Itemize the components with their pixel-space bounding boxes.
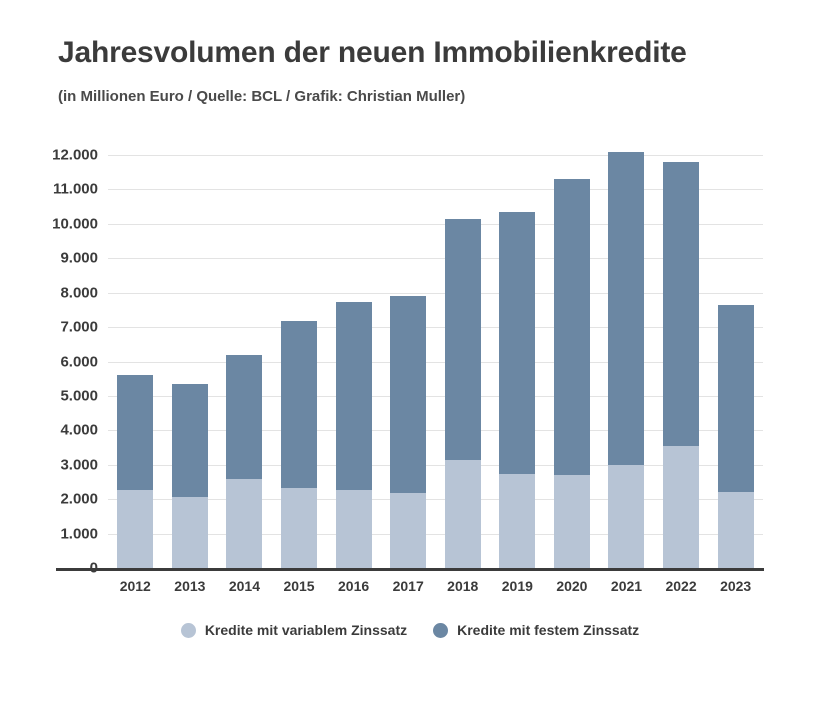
bar-slot bbox=[435, 155, 490, 568]
gridline bbox=[108, 533, 763, 535]
bar-slot bbox=[217, 155, 272, 568]
legend-item-label: Kredite mit variablem Zinssatz bbox=[204, 622, 408, 638]
bar-slot bbox=[108, 155, 163, 568]
stacked-bar[interactable] bbox=[663, 162, 700, 568]
gridline bbox=[108, 223, 763, 225]
bar-segment-variable-rate[interactable] bbox=[335, 490, 372, 568]
x-axis-tick-label: 2014 bbox=[228, 578, 261, 594]
gridline bbox=[108, 155, 763, 156]
stacked-bar[interactable] bbox=[117, 375, 154, 568]
bar-segment-variable-rate[interactable] bbox=[226, 478, 263, 568]
gridline bbox=[108, 327, 763, 329]
bar-segment-variable-rate[interactable] bbox=[281, 487, 318, 568]
x-axis-labels: 2012 2013 2014 2015 2016 2017 2018 2019 2020 2021… bbox=[108, 578, 763, 594]
bar-segment-variable-rate[interactable] bbox=[117, 489, 154, 568]
y-axis-tick-label: 9.000 bbox=[60, 249, 98, 267]
legend-item[interactable]: Kredite mit festem Zinssatz bbox=[433, 622, 639, 638]
x-axis-tick-label: 2019 bbox=[501, 578, 533, 594]
gridline bbox=[108, 292, 763, 294]
stacked-bar[interactable] bbox=[553, 179, 590, 568]
bar-segment-variable-rate[interactable] bbox=[499, 473, 536, 568]
bar-slot bbox=[708, 155, 763, 568]
y-axis-tick-label: 11.000 bbox=[52, 180, 98, 198]
x-axis-tick-label: 2018 bbox=[447, 578, 479, 594]
stacked-bar[interactable] bbox=[390, 296, 427, 568]
x-axis-tick-label: 2022 bbox=[665, 578, 697, 594]
bar-segment-fixed-rate[interactable] bbox=[553, 179, 590, 475]
bar-segment-variable-rate[interactable] bbox=[444, 460, 481, 568]
gridline bbox=[108, 464, 763, 466]
bar-segment-variable-rate[interactable] bbox=[717, 492, 754, 568]
gridline bbox=[108, 430, 763, 432]
legend-item[interactable]: Kredite mit variablem Zinssatz bbox=[180, 622, 408, 638]
stacked-bar[interactable] bbox=[335, 301, 372, 568]
gridline bbox=[108, 395, 763, 397]
bar-slot bbox=[490, 155, 545, 568]
bar-slot bbox=[381, 155, 436, 568]
bar-segment-fixed-rate[interactable] bbox=[335, 301, 372, 491]
bar-segment-fixed-rate[interactable] bbox=[226, 354, 263, 479]
x-axis-tick-label: 2012 bbox=[119, 578, 151, 594]
bar-segment-fixed-rate[interactable] bbox=[117, 375, 154, 490]
bar-slot bbox=[545, 155, 600, 568]
x-axis-tick-label: 2021 bbox=[610, 578, 643, 594]
y-axis-tick-label: 7.000 bbox=[60, 318, 98, 336]
stacked-bar[interactable] bbox=[499, 212, 536, 568]
gridline bbox=[108, 499, 763, 501]
stacked-bar[interactable] bbox=[171, 383, 208, 568]
x-axis-tick-label: 2023 bbox=[720, 578, 752, 594]
x-axis-tick-label: 2015 bbox=[283, 578, 315, 594]
x-axis-tick-label: 2013 bbox=[174, 578, 206, 594]
bar-segment-fixed-rate[interactable] bbox=[171, 383, 208, 498]
stacked-bar[interactable] bbox=[444, 218, 481, 568]
chart-title: Jahresvolumen der neuen Immobilienkredit… bbox=[58, 36, 687, 69]
bar-segment-fixed-rate[interactable] bbox=[717, 304, 754, 493]
bar-segment-fixed-rate[interactable] bbox=[499, 212, 536, 474]
bar-slot bbox=[654, 155, 709, 568]
y-axis-tick-label: 2.000 bbox=[60, 490, 98, 508]
bar-segment-variable-rate[interactable] bbox=[553, 474, 590, 568]
bar-slot bbox=[272, 155, 327, 568]
x-axis-tick-label: 2017 bbox=[392, 578, 424, 594]
stacked-bar[interactable] bbox=[608, 151, 645, 568]
stacked-bar[interactable] bbox=[226, 354, 263, 568]
gridline bbox=[108, 258, 763, 260]
y-axis-tick-label: 5.000 bbox=[60, 387, 98, 405]
circle-swatch-icon bbox=[180, 622, 196, 638]
x-axis-tick-label: 2016 bbox=[338, 578, 370, 594]
bar-segment-fixed-rate[interactable] bbox=[444, 218, 481, 461]
stacked-bar[interactable] bbox=[717, 304, 754, 568]
gridline bbox=[108, 189, 763, 191]
bar-segment-variable-rate[interactable] bbox=[608, 465, 645, 568]
y-axis-tick-label: 4.000 bbox=[60, 421, 98, 439]
chart-legend: Kredite mit variablem Zinssatz Kredite mi… bbox=[0, 622, 820, 638]
y-axis-tick-label: 1.000 bbox=[60, 525, 98, 543]
bar-slot bbox=[163, 155, 218, 568]
bar-segment-fixed-rate[interactable] bbox=[281, 320, 318, 488]
chart-subtitle: (in Millionen Euro / Quelle: BCL / Grafi… bbox=[58, 88, 466, 105]
x-axis-tick-label: 2020 bbox=[556, 578, 588, 594]
bar-segment-fixed-rate[interactable] bbox=[663, 162, 700, 447]
y-axis-tick-label: 6.000 bbox=[60, 353, 98, 370]
circle-swatch-icon bbox=[433, 622, 449, 638]
bar-segment-variable-rate[interactable] bbox=[171, 497, 208, 568]
y-axis-tick-label: 3.000 bbox=[60, 456, 98, 474]
bar-segment-variable-rate[interactable] bbox=[663, 446, 700, 568]
y-axis-tick-label: 12.000 bbox=[52, 146, 98, 164]
x-axis-line bbox=[56, 568, 764, 571]
bars-group bbox=[108, 151, 763, 568]
stacked-bar[interactable] bbox=[281, 320, 318, 568]
bar-segment-variable-rate[interactable] bbox=[390, 492, 427, 568]
y-axis-tick-label: 8.000 bbox=[60, 284, 98, 302]
bar-segment-fixed-rate[interactable] bbox=[608, 151, 645, 466]
legend-item-label: Kredite mit festem Zinssatz bbox=[457, 622, 640, 638]
y-axis-tick-label: 10.000 bbox=[52, 215, 98, 233]
bar-slot bbox=[599, 151, 654, 568]
bar-segment-fixed-rate[interactable] bbox=[390, 296, 427, 493]
gridline bbox=[108, 361, 763, 363]
bar-slot bbox=[326, 155, 381, 568]
